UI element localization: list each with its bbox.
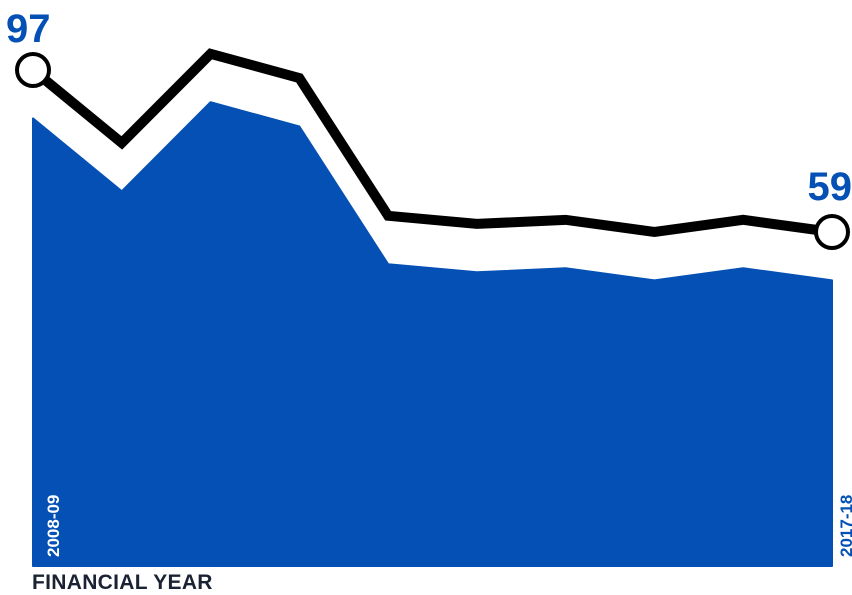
area-series xyxy=(33,102,832,566)
last-value-label: 59 xyxy=(808,165,852,209)
first-value-label: 97 xyxy=(6,7,51,51)
x-axis-title: FINANCIAL YEAR xyxy=(32,571,213,595)
x-tick-label-last: 2017-18 xyxy=(837,495,852,557)
end-marker xyxy=(816,216,848,248)
start-marker xyxy=(17,54,49,86)
x-tick-label-first: 2008-09 xyxy=(44,495,63,557)
